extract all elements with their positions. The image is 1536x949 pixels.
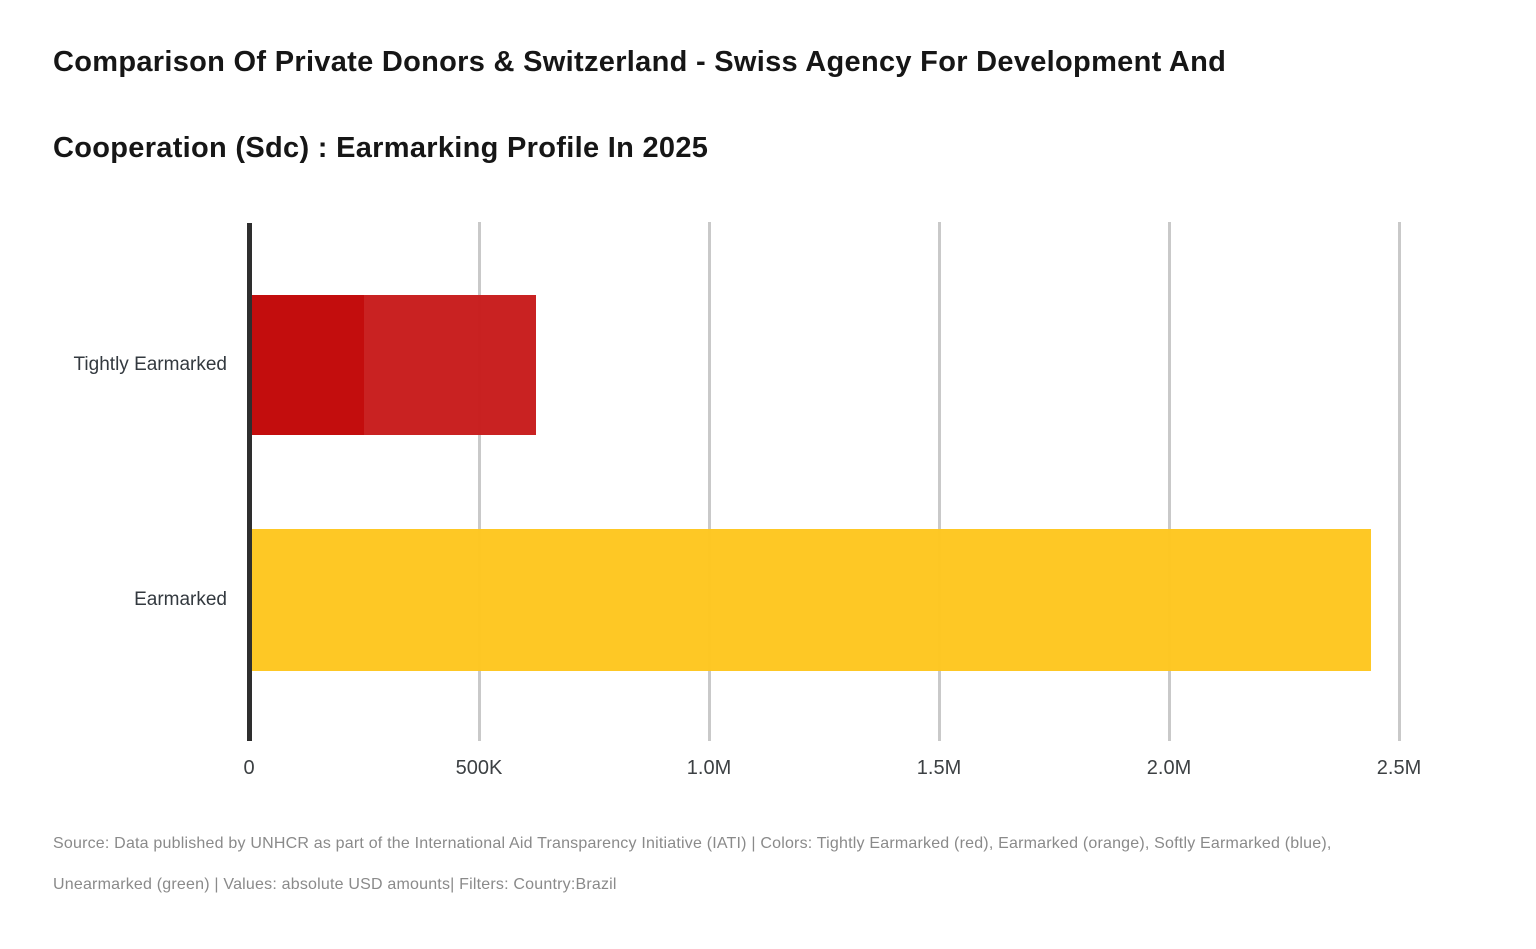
chart-title-line-2: Cooperation (Sdc) : Earmarking Profile I… <box>53 132 709 164</box>
x-axis-tick-label: 500K <box>455 757 503 779</box>
gridline <box>708 222 711 741</box>
bar-segment[interactable] <box>252 295 364 435</box>
category-label: Tightly Earmarked <box>73 354 227 375</box>
gridline <box>1398 222 1401 741</box>
gridline <box>478 222 481 741</box>
source-attribution-line-1: Source: Data published by UNHCR as part … <box>53 835 1332 852</box>
x-axis-tick-label: 0 <box>243 757 255 779</box>
source-attribution-line-2: Unearmarked (green) | Values: absolute U… <box>53 876 617 893</box>
gridline <box>1168 222 1171 741</box>
x-axis-tick-label: 1.0M <box>686 757 732 779</box>
category-label: Earmarked <box>134 589 227 610</box>
bar-segment[interactable] <box>252 529 1372 671</box>
x-axis-tick-label: 1.5M <box>916 757 962 779</box>
y-axis-line <box>247 223 252 741</box>
x-axis-tick-label: 2.5M <box>1376 757 1422 779</box>
gridline <box>938 222 941 741</box>
bar-segment[interactable] <box>364 295 537 435</box>
x-axis-tick-label: 2.0M <box>1146 757 1192 779</box>
chart-title-line-1: Comparison Of Private Donors & Switzerla… <box>53 46 1227 78</box>
